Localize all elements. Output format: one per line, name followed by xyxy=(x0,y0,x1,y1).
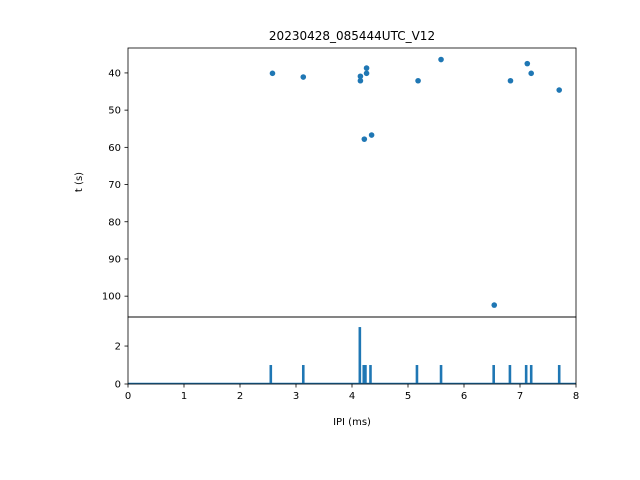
scatter-point xyxy=(363,65,370,71)
histogram-bar xyxy=(369,365,372,384)
scatter-point xyxy=(415,77,421,84)
y-tick-label: 80 xyxy=(108,217,121,228)
histogram-bar xyxy=(529,365,533,384)
scatter-point xyxy=(438,56,444,63)
y-tick-label: 60 xyxy=(108,143,121,154)
x-tick-label: 7 xyxy=(517,391,523,402)
scatter-point xyxy=(491,302,498,308)
y-tick-label: 90 xyxy=(108,254,121,265)
scatter-point xyxy=(556,87,562,93)
y-tick-label: 70 xyxy=(108,180,121,191)
scatter-point xyxy=(528,70,534,77)
y-tick-label: 100 xyxy=(102,292,121,303)
x-tick-label: 1 xyxy=(181,391,187,402)
x-tick-label: 0 xyxy=(125,391,131,402)
x-tick-label: 2 xyxy=(237,391,243,402)
y-tick-label: 50 xyxy=(108,106,121,117)
x-tick-label: 8 xyxy=(573,391,579,402)
y-tick-label: 40 xyxy=(108,68,121,79)
histogram-bar xyxy=(364,365,367,384)
histogram-bar xyxy=(301,365,305,384)
histogram-bar xyxy=(557,365,561,384)
scatter-point xyxy=(507,77,514,84)
histogram-bar xyxy=(508,365,512,384)
histogram-bar xyxy=(362,365,366,384)
scatter-frame xyxy=(127,47,577,318)
histogram-bar xyxy=(524,365,528,384)
scatter-axes: 40 50 60 70 80 90 100 xyxy=(102,47,577,318)
histogram-frame xyxy=(127,316,577,385)
scatter-point xyxy=(361,136,368,142)
histogram-bar xyxy=(439,365,443,384)
scatter-point xyxy=(524,60,531,67)
histogram-bar xyxy=(269,365,273,384)
scatter-point xyxy=(368,132,375,138)
scatter-point xyxy=(357,77,364,84)
scatter-point xyxy=(363,70,370,77)
chart-title: 20230428_085444UTC_V12 xyxy=(269,29,435,43)
histogram-bar xyxy=(415,365,419,384)
histogram-axes: 0 1 2 3 4 5 6 7 8 0 2 xyxy=(115,316,579,402)
x-tick-label: 3 xyxy=(293,391,299,402)
x-tick-label: 4 xyxy=(349,391,355,402)
y-axis-label: t (s) xyxy=(74,172,85,192)
y-tick-label: 0 xyxy=(115,380,121,391)
x-axis-label: IPI (ms) xyxy=(333,417,371,428)
x-tick-label: 5 xyxy=(405,391,411,402)
y-tick-label: 2 xyxy=(115,342,121,353)
scatter-point xyxy=(357,73,364,80)
scatter-point xyxy=(300,74,307,80)
histogram-bar xyxy=(492,365,495,384)
x-tick-label: 6 xyxy=(461,391,467,402)
scatter-point xyxy=(269,70,276,77)
histogram-bar xyxy=(358,327,362,384)
